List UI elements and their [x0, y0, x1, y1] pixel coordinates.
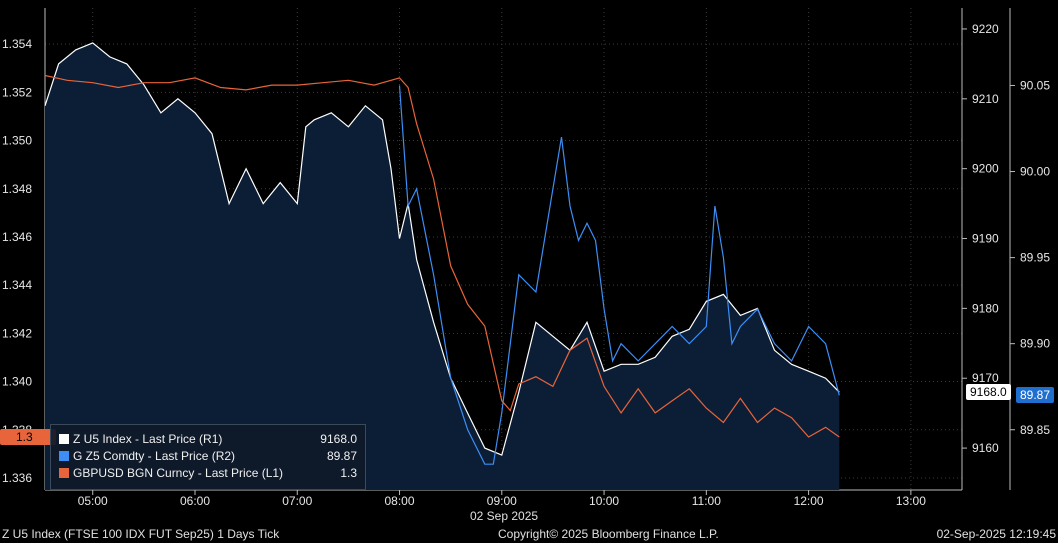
- footer-timestamp: 02-Sep-2025 12:19:45: [936, 527, 1056, 541]
- left-axis-last-tag: 1.3: [0, 428, 56, 445]
- right-axis-1-tick-label: 9200: [972, 162, 999, 176]
- x-axis-tick-label: 12:00: [794, 494, 824, 508]
- x-axis-tick-label: 08:00: [385, 494, 415, 508]
- right-axis-2-tick-label: 89.85: [1020, 423, 1050, 437]
- chart-legend: Z U5 Index - Last Price (R1) 9168.0 G Z5…: [50, 424, 366, 490]
- x-axis-tick-label: 10:00: [589, 494, 619, 508]
- right-axis-1-tick-label: 9220: [972, 22, 999, 36]
- series-line: [44, 74, 840, 438]
- x-axis-tick-label: 11:00: [692, 494, 721, 508]
- legend-swatch: [59, 434, 69, 444]
- x-axis-tick-label: 06:00: [180, 494, 210, 508]
- legend-item[interactable]: G Z5 Comdty - Last Price (R2) 89.87: [57, 448, 357, 464]
- legend-label: GBPUSD BGN Curncy - Last Price (L1): [73, 466, 284, 480]
- x-axis-tick-label: 05:00: [78, 494, 108, 508]
- left-axis-tick-label: 1.344: [2, 278, 32, 292]
- legend-value: 1.3: [340, 466, 357, 480]
- right-axis-2-tick-label: 90.00: [1020, 165, 1050, 179]
- series-line: [44, 42, 840, 456]
- right-axis-1-tick-label: 9160: [972, 441, 999, 455]
- x-axis-tick-label: 13:00: [896, 494, 926, 508]
- legend-item[interactable]: GBPUSD BGN Curncy - Last Price (L1) 1.3: [57, 465, 357, 481]
- left-axis-tick-label: 1.350: [2, 134, 32, 148]
- left-axis-tick-label: 1.352: [2, 85, 32, 99]
- legend-item[interactable]: Z U5 Index - Last Price (R1) 9168.0: [57, 431, 357, 447]
- x-axis-tick-label: 07:00: [282, 494, 312, 508]
- left-axis-tick-label: 1.346: [2, 230, 32, 244]
- right-axis-2-tick-label: 89.95: [1020, 251, 1050, 265]
- x-axis-tick-label: 09:00: [487, 494, 517, 508]
- legend-label: Z U5 Index - Last Price (R1): [73, 432, 223, 446]
- right-axis-1-tick-label: 9210: [972, 92, 999, 106]
- legend-swatch: [59, 468, 69, 478]
- right-axis-1-tick-label: 9190: [972, 232, 999, 246]
- left-axis-tick-label: 1.336: [2, 471, 32, 485]
- right-axis-2-last-tag: 89.87: [1016, 387, 1055, 404]
- right-axis-2-tick-label: 89.90: [1020, 337, 1050, 351]
- left-axis-tick-label: 1.348: [2, 182, 32, 196]
- left-axis-tick-label: 1.342: [2, 326, 32, 340]
- right-axis-1-tick-label: 9170: [972, 371, 999, 385]
- legend-swatch: [59, 451, 69, 461]
- legend-value: 89.87: [326, 449, 357, 463]
- legend-label: G Z5 Comdty - Last Price (R2): [73, 449, 236, 463]
- right-axis-2-tick-label: 90.05: [1020, 78, 1050, 92]
- series-area-fill: [45, 42, 840, 491]
- legend-value: 9168.0: [320, 432, 357, 446]
- date-label: 02 Sep 2025: [470, 509, 539, 523]
- series-line: [398, 85, 840, 465]
- footer-security: Z U5 Index (FTSE 100 IDX FUT Sep25) 1 Da…: [2, 527, 280, 541]
- right-axis-1-tick-label: 9180: [972, 301, 999, 315]
- left-axis-tick-label: 1.354: [2, 37, 32, 51]
- footer-copyright: Copyright© 2025 Bloomberg Finance L.P.: [498, 527, 719, 541]
- left-axis-tick-label: 1.340: [2, 375, 32, 389]
- right-axis-1-last-tag: 9168.0: [966, 384, 1011, 401]
